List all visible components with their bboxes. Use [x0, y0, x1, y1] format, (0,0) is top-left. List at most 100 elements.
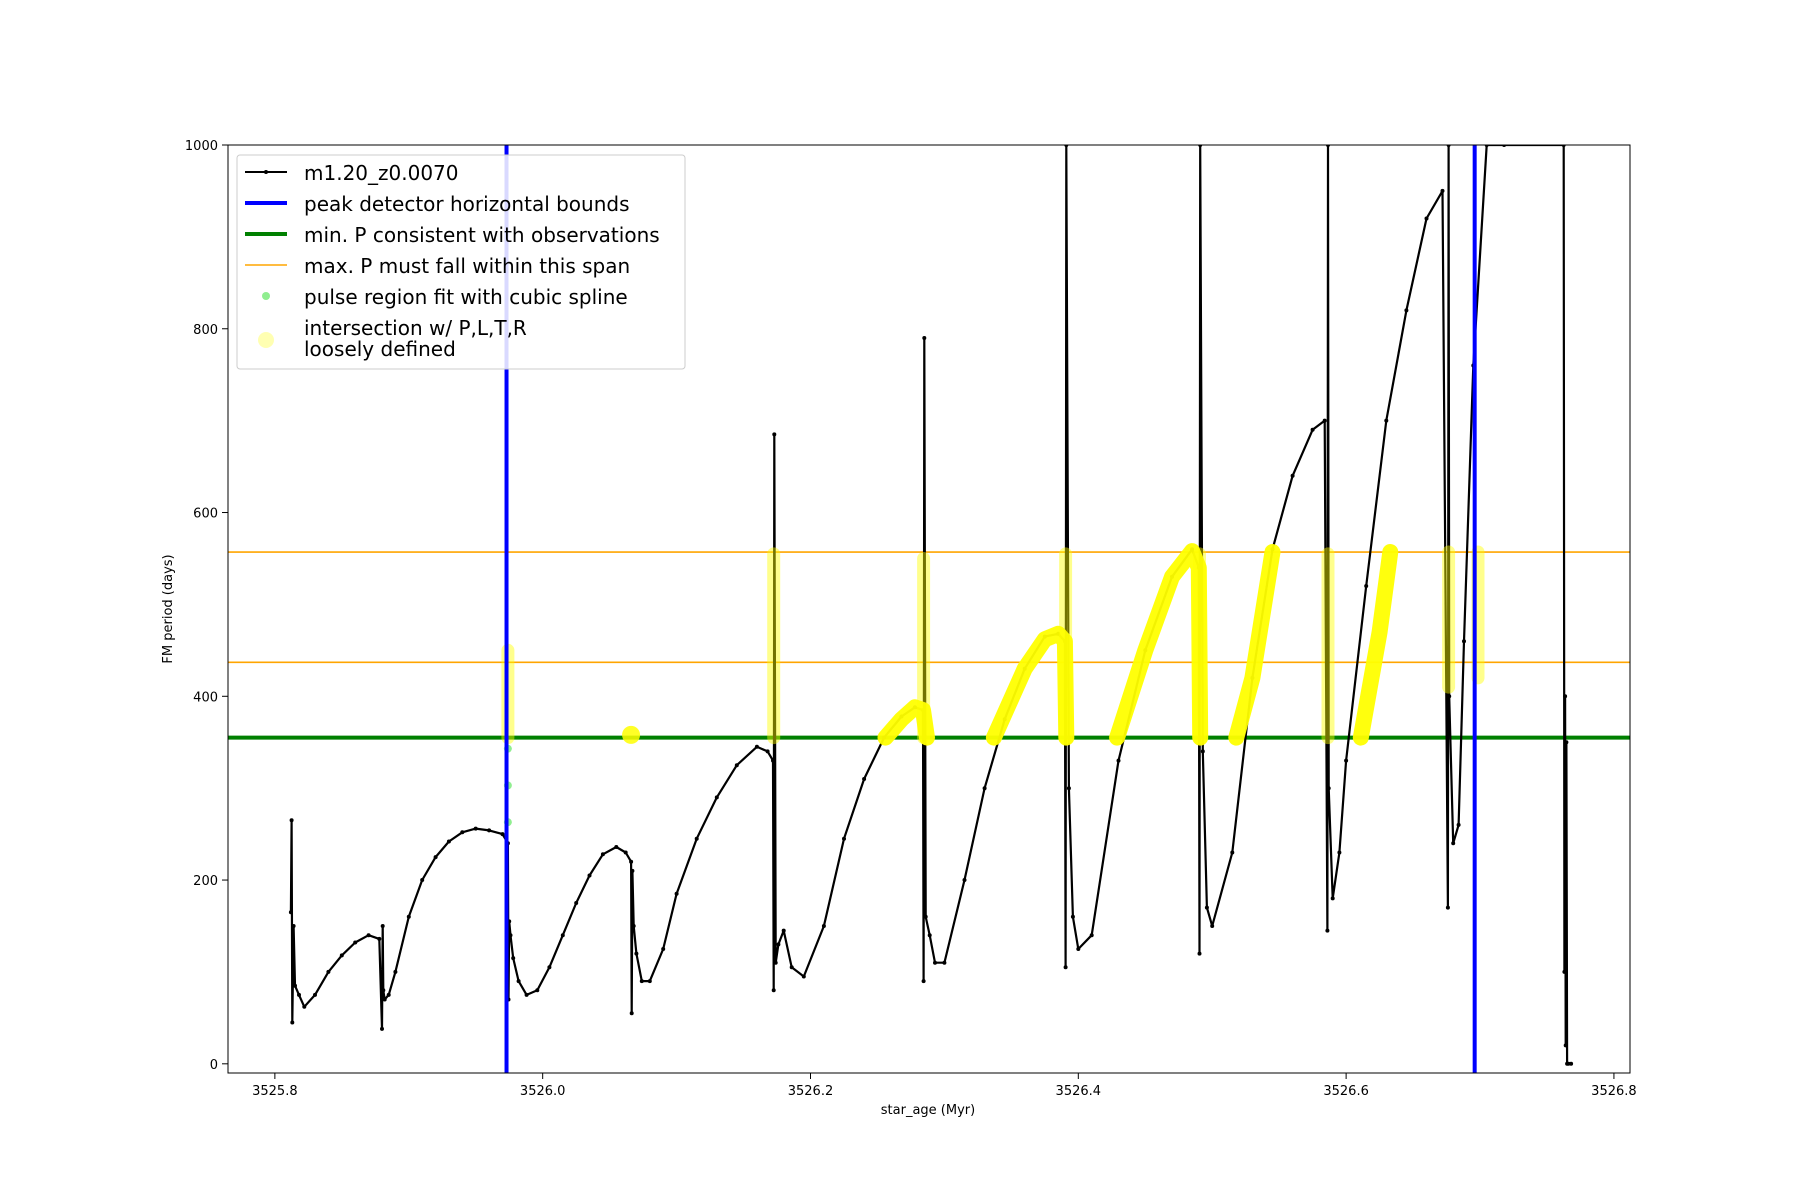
intersection-region-5 [985, 625, 1075, 746]
series-point [776, 942, 781, 947]
series-point [942, 960, 947, 965]
series-point [288, 910, 293, 915]
series-point [1563, 1043, 1568, 1048]
series-point [634, 951, 639, 956]
series-point [293, 983, 297, 988]
legend-minp-label: min. P consistent with observations [304, 223, 660, 247]
plot-frame [227, 144, 1631, 1074]
x-tick-label: 3526.6 [1323, 1084, 1369, 1099]
series-point [313, 992, 317, 997]
series-point [1204, 905, 1209, 910]
series-point [1456, 822, 1461, 827]
series-point [773, 960, 778, 965]
series-point [862, 777, 867, 781]
series-point [420, 878, 425, 882]
legend-maxp-label: max. P must fall within this span [304, 254, 630, 278]
x-tick-label: 3526.4 [1056, 1084, 1102, 1099]
series-point [781, 928, 786, 933]
series-point [1364, 584, 1369, 588]
y-tick-label: 200 [193, 874, 218, 889]
series-point [290, 1020, 295, 1025]
series-point [1070, 914, 1075, 919]
legend-intersection-label: intersection w/ P,L,T,R [304, 316, 527, 340]
series-point [629, 859, 634, 864]
series-point [614, 845, 619, 849]
series-point [302, 1004, 307, 1009]
x-tick-label: 3526.8 [1591, 1084, 1637, 1099]
series-point [524, 992, 529, 997]
series-point [382, 997, 387, 1002]
series-point [1562, 969, 1567, 974]
series-point [772, 432, 777, 437]
series-point [393, 969, 398, 974]
series-point [933, 960, 937, 965]
x-tick-label: 3526.0 [520, 1084, 566, 1099]
series-point [821, 924, 826, 928]
series-point [380, 924, 385, 928]
series-point [516, 979, 521, 984]
y-tick-label: 800 [193, 323, 218, 338]
series-point [380, 1026, 384, 1031]
series-point [1197, 951, 1202, 956]
axis-ticks-layer: 3525.8 3526.0 3526.2 3526.4 3526.6 3526.8 0 200… [185, 139, 1637, 1099]
series-point [326, 969, 331, 974]
series-point [801, 974, 806, 979]
y-tick-label: 1000 [185, 139, 218, 154]
series-point [1563, 694, 1568, 699]
legend-track-label: m1.20_z0.0070 [304, 161, 459, 185]
series-point [386, 992, 391, 997]
series-point [1200, 749, 1205, 754]
x-axis-label: star_age (Myr) [881, 1103, 975, 1118]
plot-data-layer [228, 145, 1630, 1073]
series-point [377, 936, 382, 941]
series-point [674, 891, 679, 896]
series-point [1066, 786, 1071, 791]
legend: m1.20_z0.0070 peak detector horizontal b… [236, 154, 686, 370]
series-point [1384, 418, 1389, 423]
series-point [339, 953, 344, 958]
series-point [789, 965, 794, 970]
series-point [630, 868, 635, 873]
series-point [1230, 850, 1235, 855]
series-point [1330, 896, 1335, 901]
series-point [734, 763, 739, 768]
series-point [508, 933, 513, 938]
series-point [353, 940, 358, 945]
series-point [921, 979, 926, 984]
y-axis-label: FM period (days) [161, 554, 176, 663]
legend-intersection-label-line2: loosely defined [304, 337, 456, 361]
series-point [639, 979, 644, 984]
series-point [1089, 933, 1094, 938]
series-point [922, 336, 927, 340]
series-point [366, 933, 371, 938]
series-point [574, 901, 579, 905]
series-point [661, 947, 666, 951]
x-tick-label: 3525.8 [252, 1084, 298, 1099]
series-point [1063, 965, 1068, 970]
series-point [842, 836, 846, 841]
series-point [381, 988, 386, 993]
series-point [694, 836, 699, 841]
series-point [982, 786, 987, 791]
series-point [923, 914, 928, 919]
intersection-region-1 [622, 725, 641, 744]
series-point [297, 992, 301, 997]
series-point [1310, 427, 1315, 432]
series-point [547, 965, 552, 970]
series-point [289, 818, 294, 823]
series-point [1569, 1061, 1574, 1066]
series-point [1424, 216, 1429, 221]
legend-track-marker [264, 170, 268, 174]
series-point [1290, 473, 1295, 478]
y-tick-label: 600 [193, 507, 218, 522]
series-point [1404, 308, 1409, 313]
series-point [765, 749, 770, 754]
series-point [1076, 947, 1081, 951]
series-point [587, 873, 592, 878]
series-point [291, 924, 296, 928]
series-point [754, 744, 759, 749]
series-point [1210, 924, 1215, 928]
series-point [1440, 188, 1445, 193]
